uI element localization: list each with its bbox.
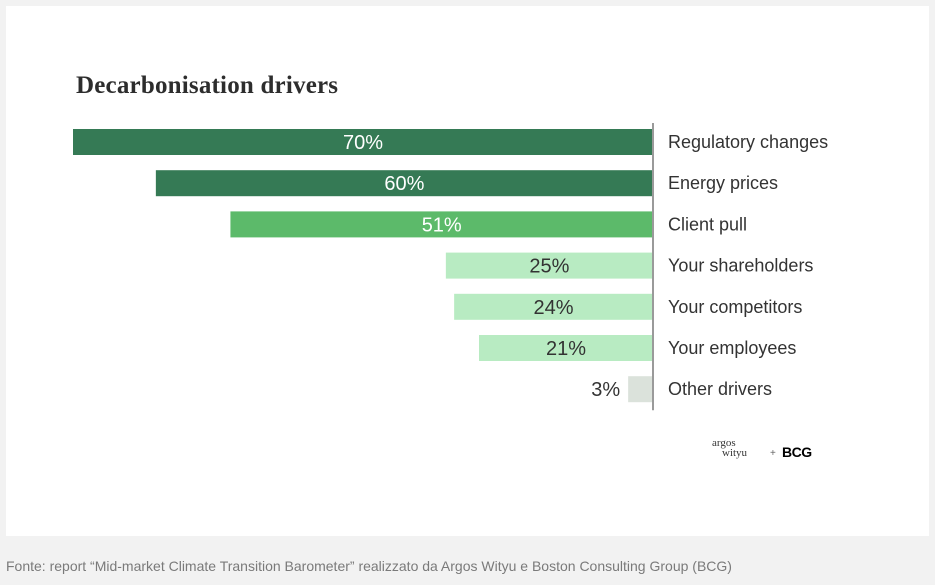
category-label-your-competitors: Your competitors bbox=[668, 297, 802, 317]
category-label-client-pull: Client pull bbox=[668, 214, 747, 234]
partner-logos: argos wityu + BCG bbox=[712, 438, 822, 464]
category-label-energy-prices: Energy prices bbox=[668, 173, 778, 193]
value-label-regulatory-changes: 70% bbox=[343, 132, 383, 154]
category-label-regulatory-changes: Regulatory changes bbox=[668, 132, 828, 152]
category-label-other-drivers: Other drivers bbox=[668, 379, 772, 399]
value-label-energy-prices: 60% bbox=[384, 173, 424, 195]
bar-energy-prices bbox=[155, 170, 653, 197]
bar-chart: 70% Regulatory changes 60% Energy prices 51%… bbox=[73, 123, 828, 411]
value-label-client-pull: 51% bbox=[422, 214, 462, 236]
argos-wityu-logo: argos wityu bbox=[712, 437, 748, 459]
bar-your-competitors bbox=[454, 293, 653, 320]
bar-other-drivers bbox=[628, 376, 653, 403]
value-label-your-employees: 21% bbox=[546, 338, 586, 360]
category-label-your-employees: Your employees bbox=[668, 338, 796, 358]
value-label-other-drivers: 3% bbox=[591, 379, 620, 401]
value-label-your-shareholders: 25% bbox=[529, 256, 569, 278]
chart-card: Decarbonisation drivers 70% Regulatory ch… bbox=[6, 6, 929, 536]
bar-your-employees bbox=[479, 335, 653, 361]
bar-client-pull bbox=[230, 211, 653, 238]
bar-regulatory-changes bbox=[73, 129, 653, 155]
logo-plus-sign: + bbox=[770, 448, 776, 459]
bcg-logo: BCG bbox=[782, 444, 812, 460]
chart-title: Decarbonisation drivers bbox=[76, 72, 339, 99]
value-label-your-competitors: 24% bbox=[534, 297, 574, 319]
bar-your-shareholders bbox=[445, 252, 653, 279]
source-caption: Fonte: report “Mid-market Climate Transi… bbox=[6, 558, 732, 574]
category-label-your-shareholders: Your shareholders bbox=[668, 256, 813, 276]
